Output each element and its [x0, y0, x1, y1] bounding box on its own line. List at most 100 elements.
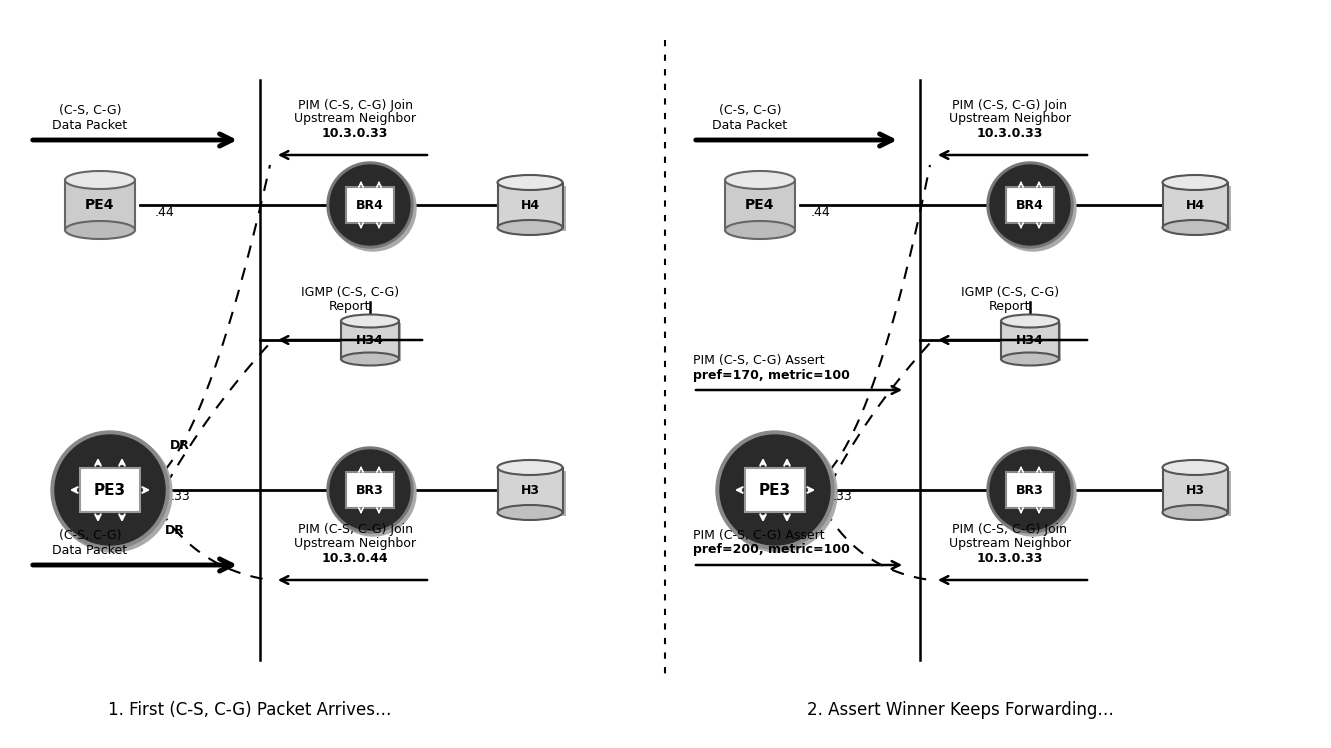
Text: Data Packet: Data Packet: [52, 118, 128, 132]
Bar: [1166, 186, 1230, 230]
Text: PIM (C-S, C-G) Join: PIM (C-S, C-G) Join: [953, 524, 1067, 536]
Text: BR3: BR3: [1016, 483, 1044, 497]
Text: H4: H4: [1186, 198, 1205, 212]
Text: Upstream Neighbor: Upstream Neighbor: [949, 111, 1071, 124]
Text: H34: H34: [1016, 334, 1044, 346]
Bar: [500, 470, 566, 515]
Circle shape: [330, 165, 410, 245]
Bar: [65, 180, 134, 230]
FancyBboxPatch shape: [1006, 472, 1054, 508]
Text: PE4: PE4: [745, 198, 775, 212]
Text: (C-S, C-G): (C-S, C-G): [719, 103, 781, 117]
Bar: [498, 468, 563, 512]
Circle shape: [327, 447, 413, 533]
Circle shape: [51, 431, 169, 549]
Ellipse shape: [725, 221, 795, 239]
Circle shape: [719, 434, 837, 552]
Text: H34: H34: [357, 334, 383, 346]
Text: DR: DR: [165, 524, 185, 536]
Circle shape: [55, 434, 172, 552]
Bar: [341, 321, 399, 359]
Ellipse shape: [65, 171, 134, 189]
Text: Upstream Neighbor: Upstream Neighbor: [294, 111, 417, 124]
Text: .33: .33: [170, 491, 190, 503]
Ellipse shape: [1162, 220, 1227, 235]
Bar: [1162, 183, 1227, 227]
FancyBboxPatch shape: [1006, 187, 1054, 223]
Bar: [1166, 470, 1230, 515]
Text: 10.3.0.44: 10.3.0.44: [322, 551, 389, 565]
Ellipse shape: [725, 171, 795, 189]
Text: BR3: BR3: [357, 483, 383, 497]
Text: PE4: PE4: [85, 198, 114, 212]
Ellipse shape: [498, 505, 563, 520]
Text: BR4: BR4: [1016, 198, 1044, 212]
Ellipse shape: [498, 220, 563, 235]
Text: (C-S, C-G): (C-S, C-G): [59, 103, 121, 117]
Bar: [725, 180, 795, 230]
Ellipse shape: [341, 314, 399, 328]
Ellipse shape: [498, 175, 563, 190]
Circle shape: [990, 165, 1070, 245]
Text: (C-S, C-G): (C-S, C-G): [59, 529, 121, 542]
Circle shape: [990, 450, 1070, 530]
Text: Report: Report: [329, 299, 371, 313]
FancyBboxPatch shape: [346, 187, 394, 223]
Text: H3: H3: [520, 483, 539, 497]
Text: Report: Report: [989, 299, 1030, 313]
Ellipse shape: [1162, 175, 1227, 190]
Ellipse shape: [498, 460, 563, 475]
Text: PIM (C-S, C-G) Assert: PIM (C-S, C-G) Assert: [693, 354, 825, 367]
Text: DR: DR: [170, 438, 190, 452]
Text: H4: H4: [520, 198, 539, 212]
Text: BR4: BR4: [357, 198, 383, 212]
Text: 10.3.0.33: 10.3.0.33: [977, 126, 1044, 139]
Circle shape: [988, 447, 1073, 533]
Text: Data Packet: Data Packet: [52, 544, 128, 557]
Circle shape: [330, 450, 417, 536]
Bar: [498, 183, 563, 227]
Text: PIM (C-S, C-G) Assert: PIM (C-S, C-G) Assert: [693, 529, 825, 542]
Text: 1. First (C-S, C-G) Packet Arrives…: 1. First (C-S, C-G) Packet Arrives…: [108, 701, 391, 719]
Ellipse shape: [1001, 314, 1059, 328]
Bar: [1162, 468, 1227, 512]
Text: IGMP (C-S, C-G): IGMP (C-S, C-G): [301, 286, 399, 298]
Ellipse shape: [341, 352, 399, 366]
Ellipse shape: [1162, 460, 1227, 475]
Text: PIM (C-S, C-G) Join: PIM (C-S, C-G) Join: [953, 99, 1067, 111]
Circle shape: [330, 450, 410, 530]
Bar: [500, 186, 566, 230]
Circle shape: [720, 435, 831, 545]
Text: pref=170, metric=100: pref=170, metric=100: [693, 369, 851, 381]
Ellipse shape: [1162, 505, 1227, 520]
FancyBboxPatch shape: [80, 468, 140, 512]
Text: 10.3.0.33: 10.3.0.33: [977, 551, 1044, 565]
Circle shape: [988, 162, 1073, 248]
Text: Upstream Neighbor: Upstream Neighbor: [949, 536, 1071, 550]
Text: Data Packet: Data Packet: [712, 118, 788, 132]
Text: 10.3.0.33: 10.3.0.33: [322, 126, 389, 139]
Circle shape: [330, 165, 417, 251]
Text: PE3: PE3: [95, 482, 126, 497]
Bar: [343, 323, 401, 361]
Bar: [1001, 321, 1059, 359]
Text: H3: H3: [1186, 483, 1205, 497]
Text: PE3: PE3: [759, 482, 791, 497]
Text: .44: .44: [811, 206, 829, 218]
Text: Upstream Neighbor: Upstream Neighbor: [294, 536, 417, 550]
Bar: [1004, 323, 1061, 361]
Text: PIM (C-S, C-G) Join: PIM (C-S, C-G) Join: [298, 524, 413, 536]
Ellipse shape: [1001, 352, 1059, 366]
Circle shape: [990, 450, 1075, 536]
Text: .33: .33: [832, 491, 852, 503]
Text: IGMP (C-S, C-G): IGMP (C-S, C-G): [961, 286, 1059, 298]
Ellipse shape: [65, 221, 134, 239]
Text: PIM (C-S, C-G) Join: PIM (C-S, C-G) Join: [298, 99, 413, 111]
Text: 2. Assert Winner Keeps Forwarding…: 2. Assert Winner Keeps Forwarding…: [807, 701, 1114, 719]
Circle shape: [327, 162, 413, 248]
Circle shape: [716, 431, 835, 549]
Text: pref=200, metric=100: pref=200, metric=100: [693, 544, 851, 557]
Circle shape: [990, 165, 1075, 251]
Circle shape: [55, 435, 165, 545]
Text: .44: .44: [156, 206, 174, 218]
